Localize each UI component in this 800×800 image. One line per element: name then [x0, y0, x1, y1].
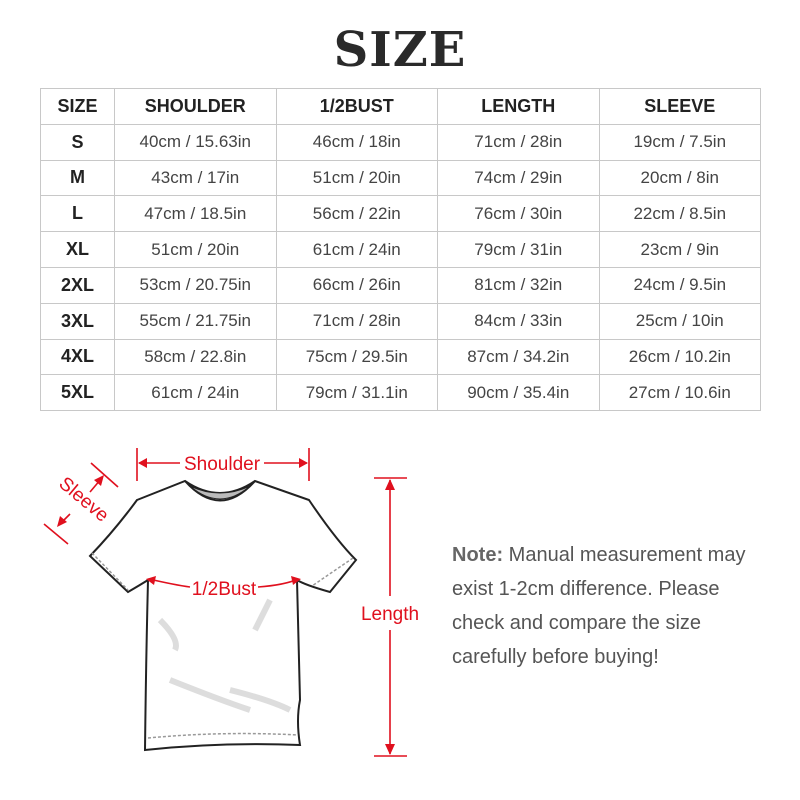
note-text: Manual measurement may exist 1-2cm diffe… — [452, 544, 746, 668]
measurement-cell: 53cm / 20.75in — [114, 266, 277, 304]
measurement-cell: 47cm / 18.5in — [114, 195, 277, 233]
measurement-cell: 43cm / 17in — [114, 159, 277, 197]
length-label: Length — [361, 604, 419, 625]
measurement-cell: 90cm / 35.4in — [437, 374, 600, 412]
measurement-cell: 51cm / 20in — [275, 159, 438, 197]
measurement-cell: 51cm / 20in — [114, 231, 277, 268]
measurement-cell: 27cm / 10.6in — [598, 374, 761, 412]
measurement-cell: 26cm / 10.2in — [598, 338, 761, 376]
table-row: S 40cm / 15.63in 46cm / 18in 71cm / 28in 19c… — [40, 123, 761, 161]
measurement-cell: 76cm / 30in — [437, 195, 600, 233]
tshirt-illustration — [88, 479, 358, 752]
table-row: XL 51cm / 20in 61cm / 24in 79cm / 31in 23cm … — [40, 231, 761, 268]
measurement-cell: 22cm / 8.5in — [598, 195, 761, 233]
size-cell: L — [40, 195, 115, 233]
table-row: 3XL 55cm / 21.75in 71cm / 28in 84cm / 33in 2… — [40, 302, 761, 340]
shoulder-label: Shoulder — [184, 454, 261, 475]
measurement-cell: 74cm / 29in — [437, 159, 600, 197]
measurement-cell: 71cm / 28in — [275, 302, 438, 340]
measurement-cell: 55cm / 21.75in — [114, 302, 277, 340]
table-row: 5XL 61cm / 24in 79cm / 31.1in 90cm / 35.4in… — [40, 374, 761, 412]
table-header-row: SIZE SHOULDER 1/2BUST LENGTH SLEEVE — [40, 88, 761, 125]
measure-lines — [43, 448, 407, 757]
column-header: SIZE — [40, 88, 115, 125]
measurement-cell: 25cm / 10in — [598, 302, 761, 340]
measurement-cell: 23cm / 9in — [598, 231, 761, 268]
measurement-cell: 24cm / 9.5in — [598, 266, 761, 304]
column-header: SHOULDER — [114, 88, 277, 125]
column-header: SLEEVE — [598, 88, 761, 125]
sleeve-label: Sleeve — [55, 473, 113, 526]
measurement-cell: 20cm / 8in — [598, 159, 761, 197]
size-cell: S — [40, 123, 115, 161]
bust-label: 1/2Bust — [192, 579, 257, 600]
page-title: SIZE — [333, 22, 467, 78]
table-row: L 47cm / 18.5in 56cm / 22in 76cm / 30in 22cm… — [40, 195, 761, 233]
column-header: 1/2BUST — [275, 88, 438, 125]
measurement-cell: 71cm / 28in — [437, 123, 600, 161]
measurement-cell: 19cm / 7.5in — [598, 123, 761, 161]
table-row: 2XL 53cm / 20.75in 66cm / 26in 81cm / 32in 2… — [40, 266, 761, 304]
size-table: SIZE SHOULDER 1/2BUST LENGTH SLEEVE S 40cm / … — [40, 88, 761, 412]
size-cell: 4XL — [40, 338, 115, 376]
measurement-cell: 58cm / 22.8in — [114, 338, 277, 376]
size-cell: 3XL — [40, 302, 115, 340]
measurement-cell: 79cm / 31.1in — [275, 374, 438, 412]
size-cell: 5XL — [40, 374, 115, 412]
measurement-note: Note: Manual measurement may exist 1-2cm… — [452, 538, 772, 674]
measurement-cell: 81cm / 32in — [437, 266, 600, 304]
measurement-cell: 61cm / 24in — [114, 374, 277, 412]
size-cell: M — [40, 159, 115, 197]
measurement-cell: 84cm / 33in — [437, 302, 600, 340]
measurement-cell: 40cm / 15.63in — [114, 123, 277, 161]
table-row: M 43cm / 17in 51cm / 20in 74cm / 29in 20cm /… — [40, 159, 761, 197]
measurement-cell: 87cm / 34.2in — [437, 338, 600, 376]
note-label: Note: — [452, 544, 504, 566]
